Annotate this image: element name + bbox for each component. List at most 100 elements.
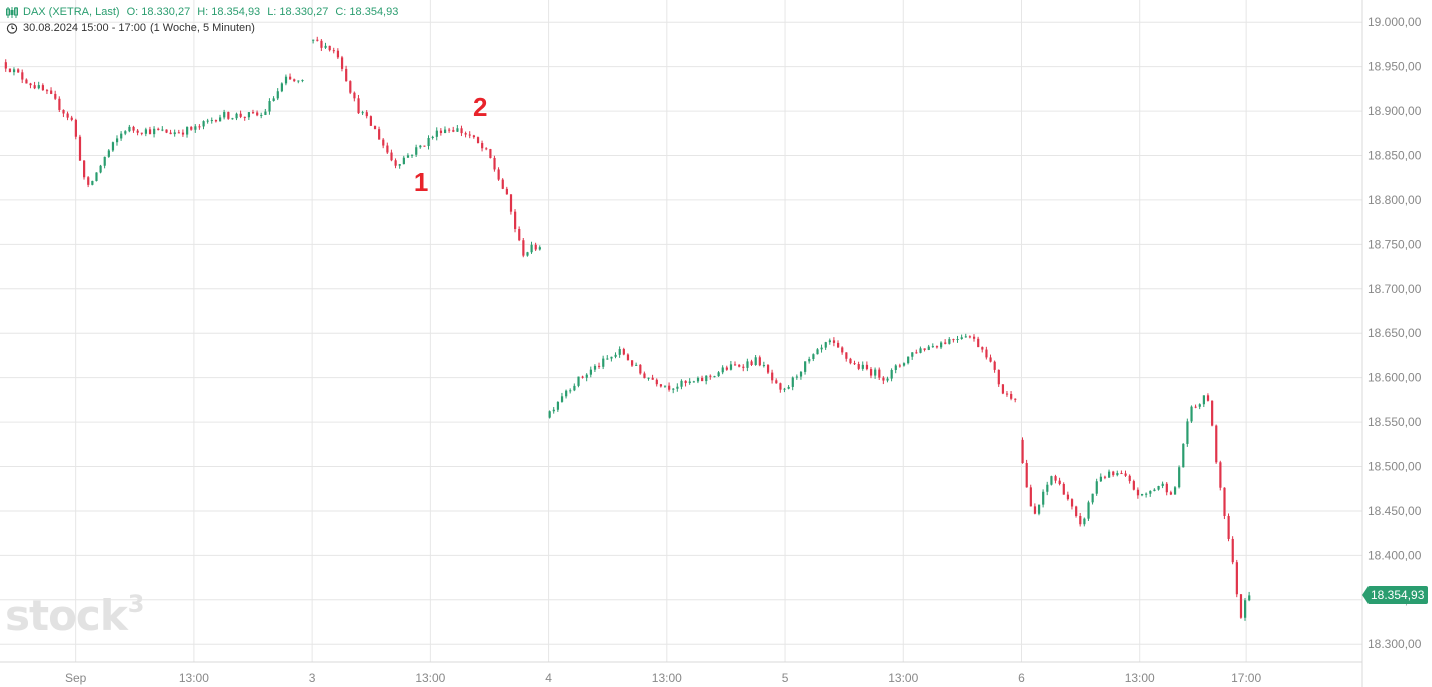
- candle-body: [1037, 504, 1041, 514]
- candle-body: [256, 112, 259, 116]
- candle-body: [960, 337, 963, 339]
- candle-body: [643, 373, 646, 379]
- candle: [509, 194, 513, 215]
- period-text: (1 Woche, 5 Minuten): [149, 22, 255, 34]
- candle-body: [353, 92, 356, 99]
- candle-body: [771, 372, 774, 381]
- y-tick-label: 18.650,00: [1368, 326, 1422, 340]
- candle-body: [378, 129, 381, 140]
- candle-body: [853, 363, 856, 365]
- candle-body: [25, 79, 28, 84]
- candle: [886, 376, 889, 383]
- candle: [1161, 481, 1164, 489]
- candle-body: [581, 376, 584, 378]
- candle-body: [952, 339, 955, 341]
- candle-body: [365, 112, 368, 117]
- candle-body: [231, 118, 234, 120]
- open-value: O: 18.330,27: [126, 6, 191, 18]
- candle: [1001, 384, 1005, 395]
- candle: [779, 382, 782, 393]
- candle-body: [1079, 516, 1082, 525]
- candle: [386, 142, 389, 155]
- candle-body: [514, 211, 517, 230]
- candle: [696, 376, 700, 384]
- candle: [78, 134, 82, 161]
- candle-body: [989, 357, 992, 362]
- candle-body: [435, 130, 438, 137]
- candle: [260, 112, 263, 119]
- candle: [1215, 424, 1218, 464]
- candle-body: [1014, 398, 1017, 400]
- candle: [210, 117, 213, 124]
- candle: [630, 360, 634, 367]
- candle-body: [276, 91, 279, 99]
- y-tick-label: 18.550,00: [1368, 415, 1422, 429]
- candle: [672, 388, 675, 394]
- candle-body: [886, 378, 889, 381]
- candle-body: [630, 360, 634, 366]
- candle: [316, 36, 319, 42]
- candle: [1124, 470, 1127, 477]
- candle: [548, 410, 551, 419]
- x-tick-label: 5: [782, 671, 789, 685]
- candle: [1046, 481, 1049, 496]
- candle-body: [713, 376, 716, 378]
- candle-body: [709, 375, 712, 377]
- candle-body: [598, 365, 601, 367]
- candle: [320, 39, 323, 52]
- candle-body: [29, 83, 32, 86]
- candle: [1005, 391, 1009, 397]
- candle-body: [1202, 395, 1206, 405]
- candle-body: [485, 148, 488, 150]
- candle: [431, 135, 434, 140]
- candle-body: [775, 380, 778, 384]
- candle-body: [923, 348, 926, 350]
- candle: [565, 389, 568, 399]
- candle-body: [223, 112, 226, 118]
- candle: [394, 158, 397, 169]
- candle: [1178, 465, 1181, 489]
- candle: [140, 132, 143, 136]
- candle: [33, 81, 36, 90]
- candle-body: [50, 90, 53, 94]
- candle-body: [194, 126, 197, 130]
- candle: [328, 45, 331, 52]
- candle-body: [927, 346, 930, 350]
- candle-body: [758, 357, 761, 366]
- candle-body: [1190, 406, 1193, 422]
- last-price-label: 18.354,93: [1361, 586, 1429, 605]
- candle-body: [522, 240, 525, 256]
- candle-body: [804, 361, 807, 372]
- candle: [820, 344, 823, 353]
- candle: [552, 407, 555, 414]
- candle-body: [1091, 493, 1094, 503]
- candle: [849, 357, 852, 365]
- candle-body: [476, 137, 480, 144]
- candle: [132, 125, 135, 133]
- candle: [577, 376, 580, 388]
- candle-body: [505, 188, 508, 195]
- candle-body: [497, 169, 500, 180]
- candle-body: [651, 377, 654, 380]
- x-tick-label: 13:00: [415, 671, 445, 685]
- candle: [705, 375, 708, 385]
- candle: [103, 156, 106, 169]
- candle-body: [136, 130, 139, 133]
- candle-body: [280, 83, 284, 92]
- y-tick-label: 18.750,00: [1368, 237, 1422, 251]
- candle: [419, 144, 422, 149]
- candle-body: [993, 361, 996, 370]
- candle-body: [799, 371, 803, 377]
- candle-body: [1215, 425, 1218, 463]
- candle: [709, 374, 712, 380]
- candle: [919, 346, 922, 354]
- candle: [626, 353, 630, 361]
- candle-body: [795, 376, 799, 378]
- candle-body: [659, 384, 663, 387]
- candle-body: [696, 377, 700, 382]
- candle: [25, 78, 28, 84]
- y-tick-label: 18.700,00: [1368, 282, 1422, 296]
- candle: [853, 360, 856, 366]
- candle: [54, 90, 57, 101]
- candle-body: [672, 388, 675, 390]
